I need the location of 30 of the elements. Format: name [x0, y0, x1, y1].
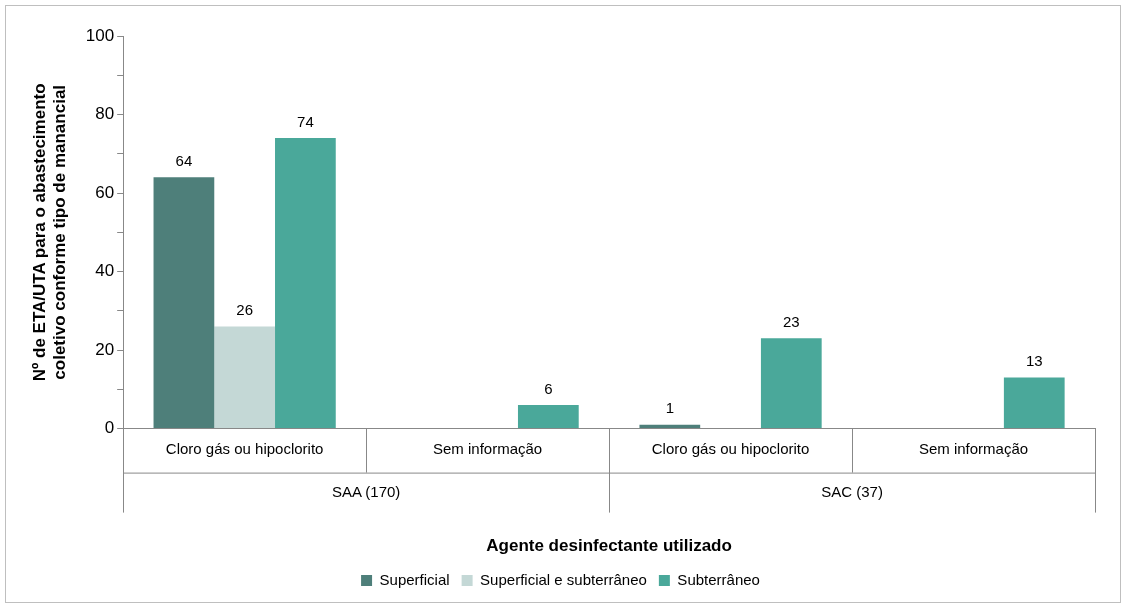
- bar: [153, 177, 215, 429]
- legend-label: Superficial: [379, 570, 450, 588]
- x-tick-label: Sem informação: [432, 439, 543, 457]
- data-label: 26: [236, 301, 253, 319]
- legend-label: Subterrâneo: [677, 570, 760, 588]
- data-label: 23: [782, 312, 800, 330]
- data-label: 6: [544, 379, 553, 397]
- text: SAC (37): [821, 482, 883, 500]
- y-tick-label: 0: [104, 418, 115, 438]
- legend-label: Superficial e subterrâneo: [480, 570, 647, 588]
- x-tick-label: Cloro gás ou hipoclorito: [165, 439, 324, 457]
- data-label: 74: [297, 112, 314, 130]
- bar: [760, 338, 822, 429]
- data-label: 1: [665, 399, 674, 417]
- bar: [517, 405, 579, 429]
- x-tick-label: Cloro gás ou hipoclorito: [651, 439, 810, 457]
- bar: [1003, 377, 1065, 429]
- x-axis-title: Agente desinfectante utilizado: [486, 536, 732, 556]
- text: SAA (170): [331, 482, 401, 500]
- y-tick-label: 40: [95, 261, 115, 281]
- y-tick-label: 80: [95, 104, 115, 124]
- y-tick-label: 20: [95, 339, 115, 359]
- data-label: 13: [1025, 352, 1043, 370]
- y-tick-label: 100: [85, 25, 115, 45]
- y-tick-label: 60: [95, 182, 115, 202]
- bar: [214, 326, 276, 429]
- data-label: 64: [175, 151, 193, 169]
- bar: [275, 138, 336, 429]
- y-axis-title: Nº de ETA/UTA para o abastecimento coletivo conforme tipo de manancial: [29, 83, 70, 382]
- x-tick-label: Sem informação: [918, 439, 1029, 457]
